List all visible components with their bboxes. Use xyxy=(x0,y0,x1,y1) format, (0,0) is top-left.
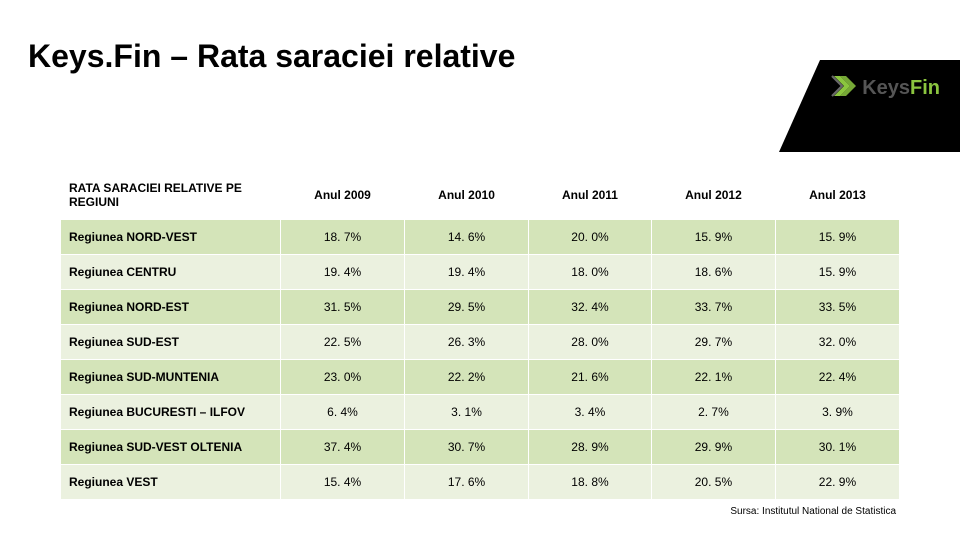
region-name-cell: Regiunea VEST xyxy=(61,465,281,500)
logo-text: KeysFin xyxy=(862,77,940,100)
value-cell: 18. 8% xyxy=(529,465,652,500)
value-cell: 26. 3% xyxy=(405,325,529,360)
value-cell: 17. 6% xyxy=(405,465,529,500)
value-cell: 3. 1% xyxy=(405,395,529,430)
source-note: Sursa: Institutul National de Statistica xyxy=(60,506,900,517)
value-cell: 15. 9% xyxy=(775,220,899,255)
value-cell: 22. 1% xyxy=(651,360,775,395)
value-cell: 19. 4% xyxy=(405,255,529,290)
table-header-year: Anul 2010 xyxy=(405,171,529,220)
value-cell: 20. 0% xyxy=(529,220,652,255)
value-cell: 29. 7% xyxy=(651,325,775,360)
page-title: Keys.Fin – Rata saraciei relative xyxy=(28,38,515,75)
table-row: Regiunea CENTRU19. 4%19. 4%18. 0%18. 6%1… xyxy=(61,255,900,290)
content: RATA SARACIEI RELATIVE PE REGIUNIAnul 20… xyxy=(0,152,960,517)
logo: KeysFin xyxy=(830,72,940,105)
value-cell: 30. 7% xyxy=(405,430,529,465)
table-row: Regiunea NORD-EST31. 5%29. 5%32. 4%33. 7… xyxy=(61,290,900,325)
region-name-cell: Regiunea SUD-VEST OLTENIA xyxy=(61,430,281,465)
value-cell: 3. 9% xyxy=(775,395,899,430)
value-cell: 15. 9% xyxy=(775,255,899,290)
value-cell: 18. 7% xyxy=(281,220,405,255)
logo-brand-1: Keys xyxy=(862,77,910,99)
value-cell: 2. 7% xyxy=(651,395,775,430)
table-row: Regiunea SUD-VEST OLTENIA37. 4%30. 7%28.… xyxy=(61,430,900,465)
value-cell: 33. 7% xyxy=(651,290,775,325)
value-cell: 23. 0% xyxy=(281,360,405,395)
value-cell: 29. 5% xyxy=(405,290,529,325)
value-cell: 31. 5% xyxy=(281,290,405,325)
value-cell: 19. 4% xyxy=(281,255,405,290)
region-name-cell: Regiunea CENTRU xyxy=(61,255,281,290)
value-cell: 3. 4% xyxy=(529,395,652,430)
value-cell: 28. 0% xyxy=(529,325,652,360)
value-cell: 6. 4% xyxy=(281,395,405,430)
value-cell: 20. 5% xyxy=(651,465,775,500)
region-name-cell: Regiunea BUCURESTI – ILFOV xyxy=(61,395,281,430)
logo-brand-2: Fin xyxy=(910,77,940,99)
value-cell: 22. 4% xyxy=(775,360,899,395)
table-row: Regiunea SUD-MUNTENIA23. 0%22. 2%21. 6%2… xyxy=(61,360,900,395)
region-name-cell: Regiunea SUD-EST xyxy=(61,325,281,360)
header-band: Keys.Fin – Rata saraciei relative KeysFi… xyxy=(0,0,960,152)
value-cell: 18. 0% xyxy=(529,255,652,290)
table-header-year: Anul 2012 xyxy=(651,171,775,220)
value-cell: 30. 1% xyxy=(775,430,899,465)
table-header-year: Anul 2009 xyxy=(281,171,405,220)
region-name-cell: Regiunea SUD-MUNTENIA xyxy=(61,360,281,395)
value-cell: 22. 5% xyxy=(281,325,405,360)
value-cell: 18. 6% xyxy=(651,255,775,290)
value-cell: 28. 9% xyxy=(529,430,652,465)
chevron-icon xyxy=(830,72,858,105)
table-header-label: RATA SARACIEI RELATIVE PE REGIUNI xyxy=(61,171,281,220)
region-name-cell: Regiunea NORD-EST xyxy=(61,290,281,325)
table-header-year: Anul 2011 xyxy=(529,171,652,220)
poverty-table: RATA SARACIEI RELATIVE PE REGIUNIAnul 20… xyxy=(60,170,900,500)
table-row: Regiunea BUCURESTI – ILFOV6. 4%3. 1%3. 4… xyxy=(61,395,900,430)
table-header-year: Anul 2013 xyxy=(775,171,899,220)
value-cell: 22. 9% xyxy=(775,465,899,500)
value-cell: 29. 9% xyxy=(651,430,775,465)
value-cell: 14. 6% xyxy=(405,220,529,255)
value-cell: 15. 4% xyxy=(281,465,405,500)
value-cell: 32. 0% xyxy=(775,325,899,360)
region-name-cell: Regiunea NORD-VEST xyxy=(61,220,281,255)
value-cell: 37. 4% xyxy=(281,430,405,465)
value-cell: 32. 4% xyxy=(529,290,652,325)
value-cell: 15. 9% xyxy=(651,220,775,255)
value-cell: 22. 2% xyxy=(405,360,529,395)
value-cell: 21. 6% xyxy=(529,360,652,395)
table-body: Regiunea NORD-VEST18. 7%14. 6%20. 0%15. … xyxy=(61,220,900,500)
table-row: Regiunea SUD-EST22. 5%26. 3%28. 0%29. 7%… xyxy=(61,325,900,360)
table-header-row: RATA SARACIEI RELATIVE PE REGIUNIAnul 20… xyxy=(61,171,900,220)
table-row: Regiunea VEST15. 4%17. 6%18. 8%20. 5%22.… xyxy=(61,465,900,500)
value-cell: 33. 5% xyxy=(775,290,899,325)
table-row: Regiunea NORD-VEST18. 7%14. 6%20. 0%15. … xyxy=(61,220,900,255)
